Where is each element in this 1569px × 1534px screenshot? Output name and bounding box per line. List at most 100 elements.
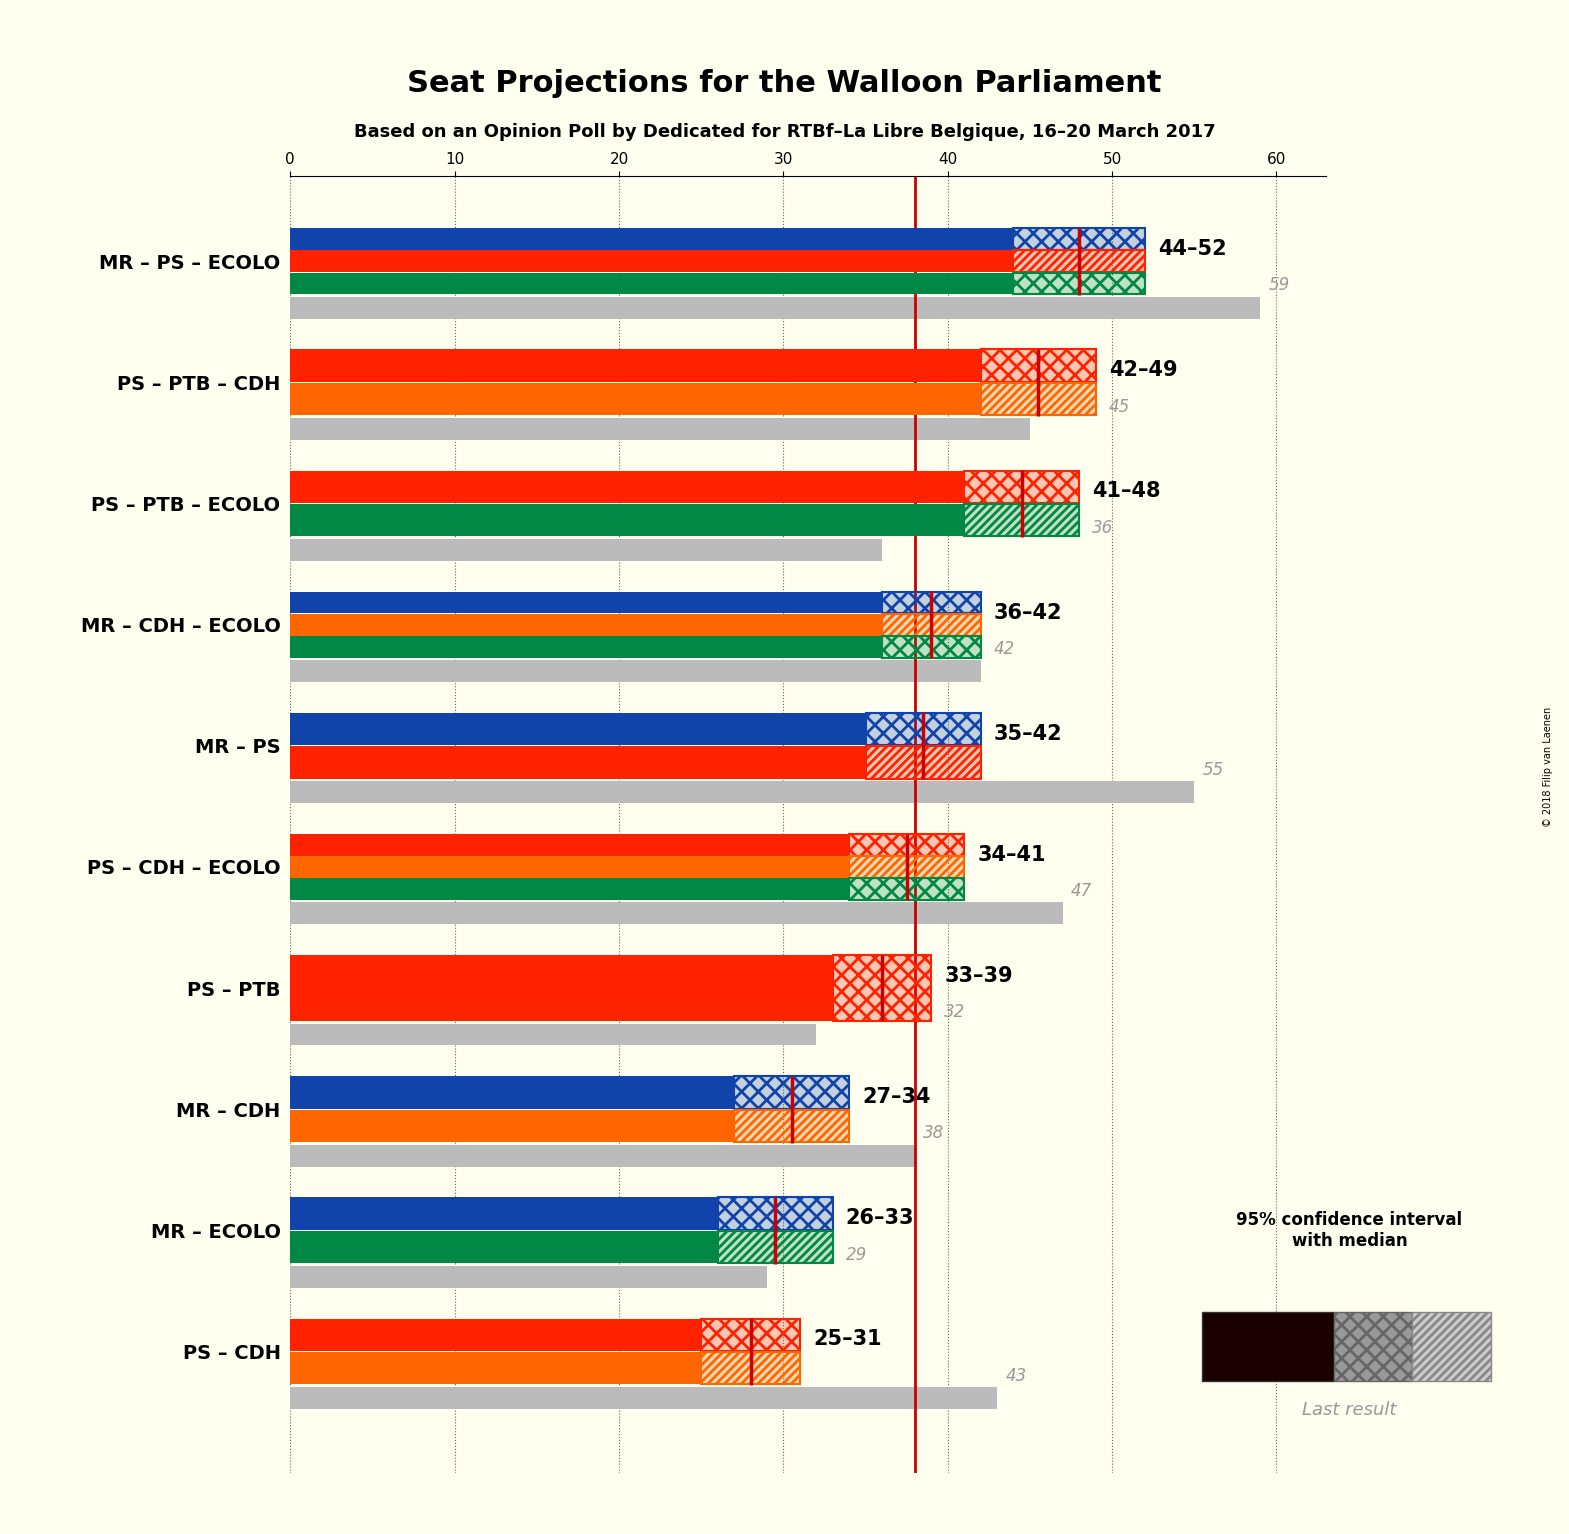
Text: 29: 29 (846, 1246, 868, 1264)
Text: 47: 47 (1072, 882, 1092, 900)
Text: 55: 55 (1202, 761, 1224, 779)
Bar (833, 956, 932, 1020)
Bar (849, 856, 965, 877)
Text: 26–33: 26–33 (846, 1209, 915, 1229)
Bar (290, 1319, 701, 1351)
Bar (290, 538, 882, 561)
Text: Last result: Last result (1302, 1401, 1396, 1419)
Text: 59: 59 (1268, 276, 1290, 295)
Bar (290, 250, 1014, 272)
Bar (290, 746, 866, 779)
Bar (965, 503, 1079, 537)
Text: 38: 38 (923, 1124, 945, 1143)
Bar (290, 1109, 734, 1143)
Bar (717, 1230, 833, 1264)
Text: 36–42: 36–42 (993, 603, 1062, 623)
Text: 27–34: 27–34 (863, 1088, 930, 1108)
Text: 42: 42 (993, 640, 1015, 658)
Bar (290, 1144, 915, 1166)
Bar (290, 856, 849, 877)
Bar (701, 1351, 800, 1385)
Bar (1412, 1312, 1491, 1381)
Bar (290, 273, 1014, 295)
Bar (290, 1230, 717, 1264)
Bar (849, 834, 965, 856)
Bar (290, 1351, 701, 1385)
Bar (290, 296, 1260, 319)
Bar (849, 856, 965, 877)
Bar (882, 637, 981, 658)
Text: 25–31: 25–31 (813, 1330, 882, 1350)
Text: 95% confidence interval
with median: 95% confidence interval with median (1236, 1212, 1462, 1250)
Bar (701, 1319, 800, 1351)
Bar (290, 471, 965, 503)
Text: 34–41: 34–41 (977, 845, 1047, 865)
Text: 45: 45 (1109, 397, 1130, 416)
Bar (981, 382, 1095, 416)
Bar (290, 1077, 734, 1109)
Bar (965, 471, 1079, 503)
Bar (290, 382, 981, 416)
Bar (866, 746, 981, 779)
Bar (717, 1230, 833, 1264)
Bar (717, 1198, 833, 1230)
Bar (290, 503, 965, 537)
Bar (701, 1351, 800, 1385)
Bar (882, 592, 981, 614)
Bar (981, 350, 1095, 382)
Bar (290, 614, 882, 635)
Bar (882, 637, 981, 658)
Bar (882, 614, 981, 635)
Bar (965, 471, 1079, 503)
Bar (290, 956, 833, 1020)
Bar (866, 713, 981, 746)
Text: 33–39: 33–39 (945, 966, 1014, 986)
Bar (849, 879, 965, 900)
Text: 36: 36 (1092, 518, 1114, 537)
Bar (1014, 250, 1145, 272)
Bar (734, 1077, 849, 1109)
Bar (1014, 273, 1145, 295)
Text: 44–52: 44–52 (1158, 239, 1227, 259)
Bar (290, 1387, 996, 1408)
Bar (290, 1198, 717, 1230)
Text: 43: 43 (1006, 1367, 1026, 1385)
Bar (1014, 229, 1145, 250)
Bar (290, 592, 882, 614)
Bar (290, 660, 981, 683)
Bar (833, 956, 932, 1020)
Bar (981, 350, 1095, 382)
Bar (290, 229, 1014, 250)
Bar (290, 902, 1062, 923)
Bar (290, 1266, 767, 1287)
Bar (290, 350, 981, 382)
Bar (866, 746, 981, 779)
Bar (290, 417, 1029, 440)
Bar (290, 879, 849, 900)
Text: 35–42: 35–42 (993, 724, 1062, 744)
Bar (290, 834, 849, 856)
Text: 41–48: 41–48 (1092, 482, 1161, 502)
Bar (1014, 250, 1145, 272)
Text: 42–49: 42–49 (1109, 360, 1177, 380)
Bar (290, 1023, 816, 1045)
Text: Based on an Opinion Poll by Dedicated for RTBf–La Libre Belgique, 16–20 March 20: Based on an Opinion Poll by Dedicated fo… (353, 123, 1216, 141)
Bar (882, 592, 981, 614)
Bar (1014, 273, 1145, 295)
Bar (1334, 1312, 1412, 1381)
Bar (734, 1109, 849, 1143)
Bar (701, 1319, 800, 1351)
Text: Seat Projections for the Walloon Parliament: Seat Projections for the Walloon Parliam… (408, 69, 1161, 98)
Text: © 2018 Filip van Laenen: © 2018 Filip van Laenen (1544, 707, 1553, 827)
Bar (290, 713, 866, 746)
Bar (849, 834, 965, 856)
Bar (882, 614, 981, 635)
Bar (1202, 1312, 1334, 1381)
Bar (717, 1198, 833, 1230)
Bar (1014, 229, 1145, 250)
Bar (849, 879, 965, 900)
Bar (965, 503, 1079, 537)
Bar (734, 1077, 849, 1109)
Text: 32: 32 (945, 1003, 965, 1022)
Bar (290, 781, 1194, 804)
